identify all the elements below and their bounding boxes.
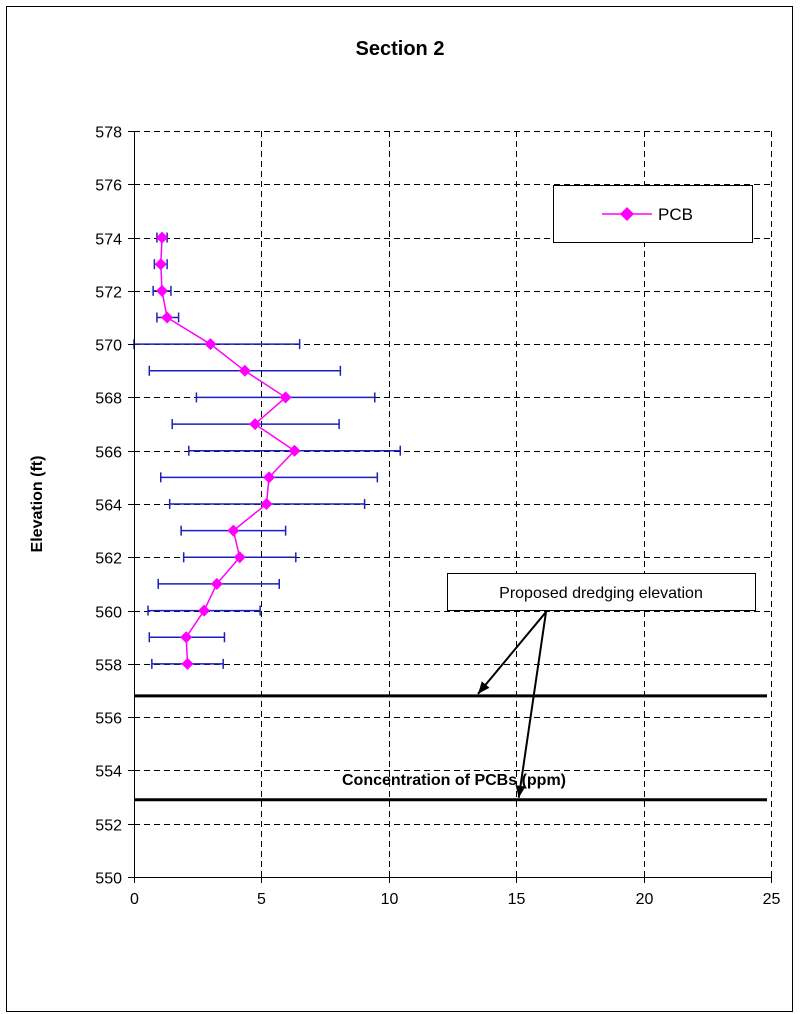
data-point-16	[181, 657, 194, 670]
annotation-box	[447, 573, 756, 611]
legend-box	[553, 185, 753, 243]
data-point-13	[210, 577, 223, 590]
annotation-text: Proposed dredging elevation	[499, 585, 703, 602]
x-tick-label-25: 25	[763, 891, 781, 908]
y-tick-label-578: 578	[95, 125, 122, 142]
y-tick-label-556: 556	[95, 711, 122, 728]
y-tick-label-564: 564	[95, 498, 122, 515]
data-point-14	[198, 604, 211, 617]
annotation-arrow-head-1	[515, 785, 526, 798]
data-point-11	[227, 524, 240, 537]
data-point-5	[238, 364, 251, 377]
data-point-7	[249, 418, 262, 431]
x-tick-label-20: 20	[636, 891, 654, 908]
x-axis-label: Concentration of PCBs (ppm)	[342, 772, 566, 789]
y-axis-label: Elevation (ft)	[29, 456, 46, 553]
y-tick-label-550: 550	[95, 871, 122, 888]
legend-marker	[620, 207, 634, 221]
chart-title: Section 2	[356, 38, 445, 60]
y-tick-label-576: 576	[95, 178, 122, 195]
outer-frame	[6, 6, 793, 1012]
data-point-9	[263, 471, 276, 484]
data-point-2	[156, 284, 169, 297]
annotation-arrow-line-0	[477, 611, 547, 695]
x-tick-label-10: 10	[381, 891, 399, 908]
y-tick-label-558: 558	[95, 658, 122, 675]
legend: PCB	[553, 185, 753, 243]
data-point-4	[204, 338, 217, 351]
x-tick-label-5: 5	[257, 891, 266, 908]
data-point-15	[180, 631, 193, 644]
legend-label: PCB	[658, 205, 693, 224]
annotation: Proposed dredging elevation	[447, 573, 756, 798]
y-tick-label-574: 574	[95, 232, 122, 249]
series-layer	[154, 231, 301, 670]
reference-lines	[134, 694, 767, 802]
annotation-arrow-line-1	[517, 611, 547, 798]
axis-layer: 550 552 554 556 558 560 562 564 566 568 570 572 574 5…	[95, 125, 780, 909]
data-point-12	[233, 551, 246, 564]
y-tick-label-552: 552	[95, 818, 122, 835]
annotation-arrows	[477, 611, 547, 798]
y-tick-label-562: 562	[95, 551, 122, 568]
data-point-3	[161, 311, 174, 324]
y-tick-label-560: 560	[95, 605, 122, 622]
y-tick-label-572: 572	[95, 285, 122, 302]
x-tick-label-15: 15	[508, 891, 526, 908]
data-point-10	[260, 498, 273, 510]
y-tick-label-566: 566	[95, 445, 122, 462]
data-point-6	[279, 391, 292, 404]
data-point-1	[154, 258, 167, 271]
annotation-arrow-head-0	[477, 681, 490, 694]
y-tick-label-554: 554	[95, 764, 122, 781]
x-tick-label-0: 0	[130, 891, 139, 908]
y-tick-label-570: 570	[95, 338, 122, 355]
y-tick-label-568: 568	[95, 391, 122, 408]
data-point-0	[156, 231, 169, 244]
data-point-8	[288, 444, 301, 457]
